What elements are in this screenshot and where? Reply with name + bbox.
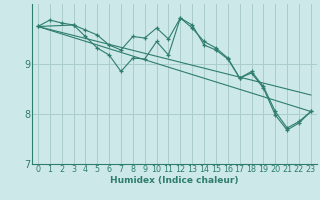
X-axis label: Humidex (Indice chaleur): Humidex (Indice chaleur) bbox=[110, 176, 239, 185]
